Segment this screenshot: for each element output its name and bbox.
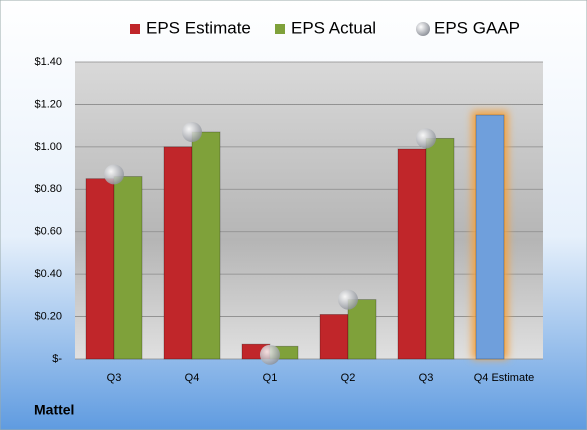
y-tick-label: $- [52, 353, 62, 365]
x-tick-label: Q1 [263, 372, 278, 384]
y-tick-label: $1.20 [34, 98, 62, 110]
bar [347, 299, 377, 360]
bar [475, 114, 505, 360]
x-tick-label: Q4 [185, 372, 200, 384]
x-tick-label: Q2 [341, 372, 356, 384]
bar [397, 148, 427, 360]
gaap-marker [104, 164, 124, 185]
footer: Mattel [34, 402, 74, 418]
bar [319, 314, 349, 360]
gaap-marker [260, 344, 280, 365]
y-tick-label: $0.60 [34, 226, 62, 238]
legend-marker [130, 24, 140, 34]
plot-area [75, 62, 543, 359]
y-tick-label: $0.20 [34, 310, 62, 322]
gaap-marker [338, 289, 358, 310]
x-tick-label: Q3 [419, 372, 434, 384]
legend-marker [416, 22, 430, 36]
bar [85, 178, 115, 360]
bar [163, 146, 193, 360]
legend-label: EPS Actual [291, 18, 376, 37]
bar [191, 131, 221, 360]
x-tick-label: Q4 Estimate [474, 372, 535, 384]
bar [113, 176, 143, 360]
y-tick-label: $0.40 [34, 268, 62, 280]
y-tick-label: $0.80 [34, 183, 62, 195]
legend-label: EPS Estimate [146, 18, 251, 37]
bar [425, 137, 455, 360]
x-tick-label: Q3 [107, 372, 122, 384]
y-tick-label: $1.40 [34, 56, 62, 68]
legend-marker [275, 24, 285, 34]
y-tick-label: $1.00 [34, 141, 62, 153]
gaap-marker [182, 122, 202, 143]
legend-label: EPS GAAP [434, 18, 520, 37]
gaap-marker [416, 128, 436, 149]
